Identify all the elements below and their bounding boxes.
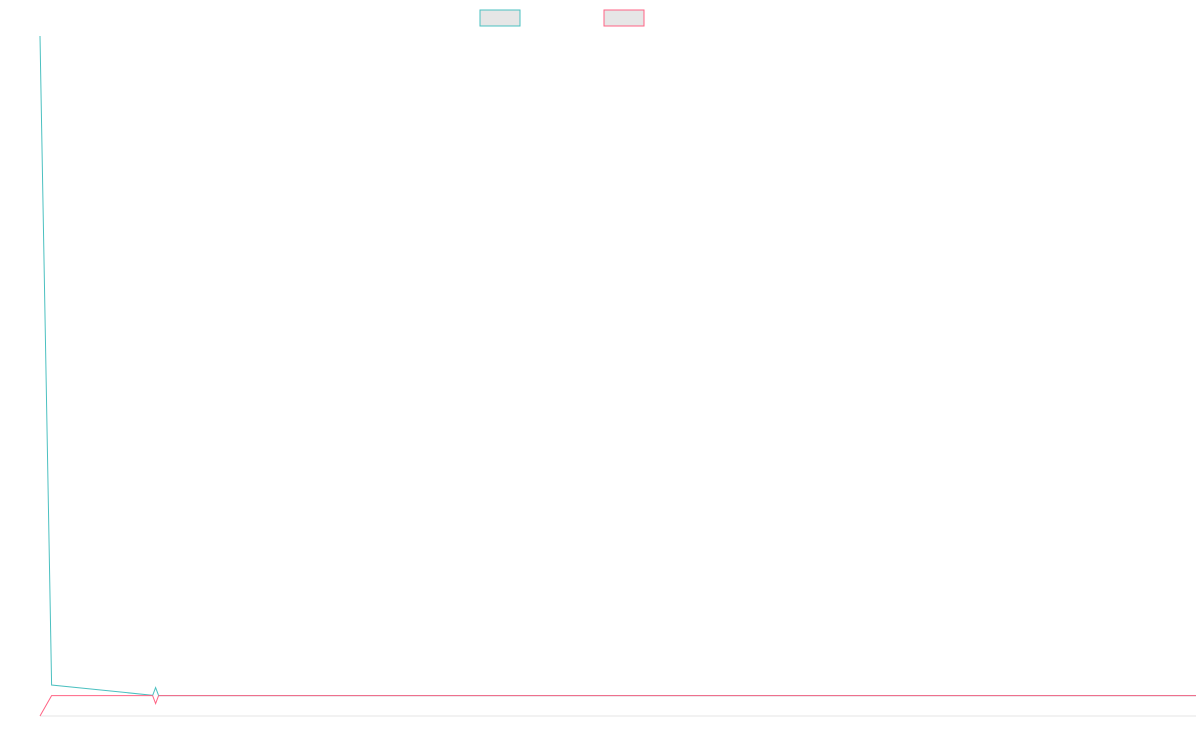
series-layer (39, 35, 1196, 717)
legend-swatch-2[interactable] (603, 9, 645, 27)
legend[interactable] (479, 9, 645, 27)
series-line-2 (39, 695, 1196, 717)
legend-swatch-1[interactable] (479, 9, 521, 27)
data-point-marker-lower[interactable] (152, 695, 160, 705)
series-line-1 (39, 35, 1196, 697)
data-point-marker-upper[interactable] (152, 686, 160, 696)
